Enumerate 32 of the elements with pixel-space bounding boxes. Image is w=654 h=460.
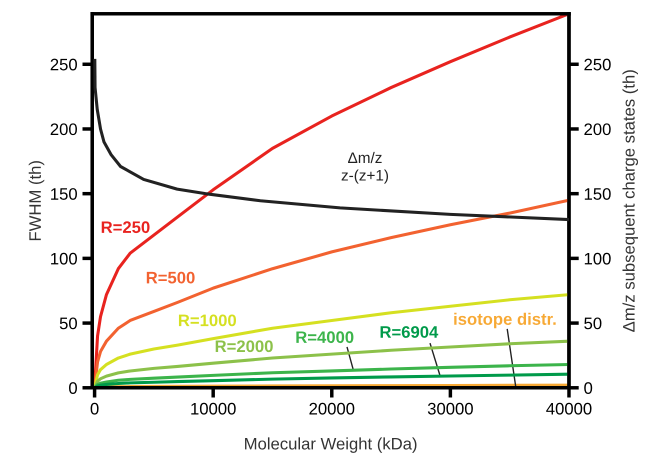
y2-tick-label: 50 (584, 317, 602, 330)
series-label: R=2000 (216, 340, 273, 352)
series-label: R=250 (102, 221, 150, 234)
y2-tick-label: 250 (584, 58, 611, 70)
series-label: R=1000 (178, 314, 236, 326)
y-tick-label: 50 (60, 317, 77, 330)
y-tick-label: 200 (50, 123, 77, 136)
y2-tick-label: 200 (584, 123, 611, 136)
line-series (93, 372, 569, 388)
y-tick-label: 0 (69, 382, 77, 394)
x-tick-label: 30000 (428, 402, 473, 415)
line-series (93, 362, 569, 388)
y-axis-title: FWHM (th) (28, 161, 44, 240)
y-tick-label: 100 (51, 252, 77, 265)
y-tick-label: 250 (50, 58, 77, 70)
series-label: R=500 (146, 272, 195, 284)
y-tick-label: 150 (51, 188, 77, 200)
series-label: Δm/z z-(z+1) (342, 152, 388, 184)
x-tick-label: 0 (90, 402, 99, 415)
y2-tick-label: 150 (584, 188, 611, 200)
x-tick-label: 20000 (309, 402, 354, 415)
y2-axis-title: Δm/z subsequent charge states (th) (622, 70, 638, 332)
x-axis-title: Molecular Weight (kDa) (245, 437, 416, 453)
series-label: R=4000 (296, 331, 354, 344)
line-series (93, 58, 569, 222)
y2-tick-label: 0 (584, 382, 592, 394)
text: isotope distr. (454, 312, 556, 328)
text: R=6904 (380, 326, 438, 338)
y2-tick-label: 100 (584, 252, 611, 265)
x-tick-label: 10000 (191, 402, 236, 415)
line-series (93, 293, 569, 388)
x-tick-label: 40000 (546, 402, 592, 415)
